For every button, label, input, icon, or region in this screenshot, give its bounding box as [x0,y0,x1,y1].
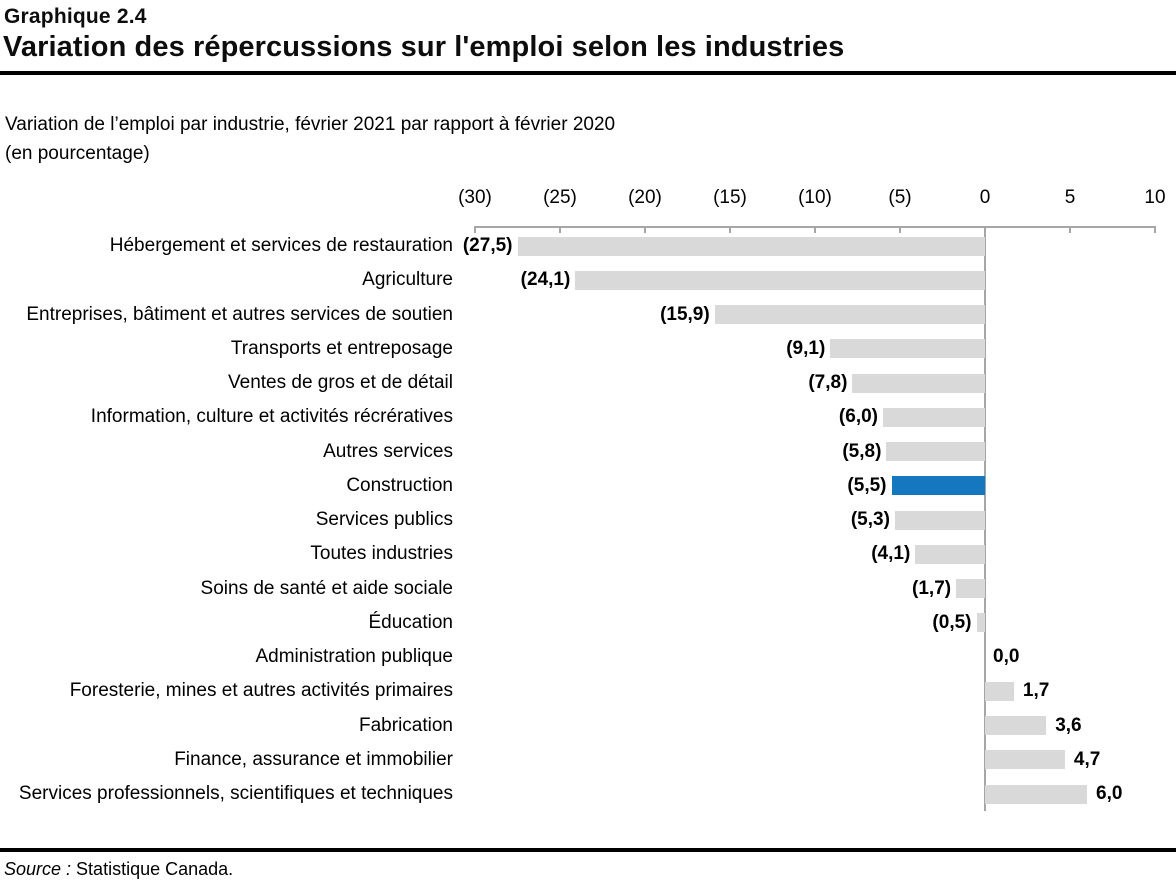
page-title: Variation des répercussions sur l'emploi… [3,31,845,63]
category-label: Hébergement et services de restauration [109,235,453,256]
x-axis-tick-label: (20) [628,187,662,208]
bar [852,373,985,393]
x-axis-tick-mark [559,226,561,233]
value-label: (9,1) [786,337,826,359]
x-axis-tick-label: (5) [888,187,912,208]
category-label: Éducation [368,611,453,633]
x-axis-tick-label: (15) [713,187,747,208]
value-label: 0,0 [993,646,1020,667]
value-label: (24,1) [520,269,571,291]
x-axis-tick-label: 10 [1144,187,1166,208]
x-axis-tick-label: (10) [798,187,832,208]
bar [956,579,985,598]
bar [985,681,1014,701]
category-label: Services publics [315,509,453,530]
category-label: Entreprises, bâtiment et autres services… [26,303,453,325]
category-label: Ventes de gros et de détail [228,372,453,393]
bar [985,750,1065,770]
category-label: Fabrication [359,714,453,736]
source-rule [0,848,1176,852]
category-label: Soins de santé et aide sociale [200,577,453,599]
bar [915,544,985,564]
category-label: Construction [346,474,453,496]
bar-highlighted [891,476,985,496]
bar [575,270,985,290]
category-label: Foresterie, mines et autres activités pr… [69,680,453,702]
bar [985,716,1047,735]
value-label: (15,9) [660,303,710,325]
chart-unit-note: (en pourcentage) [5,143,150,164]
bar [985,784,1087,804]
zero-baseline [984,226,986,811]
bar [976,613,985,633]
chart-subtitle: Variation de l’emploi par industrie, fév… [5,114,616,135]
x-axis-tick-label: (25) [543,187,577,208]
x-axis-tick-mark [899,226,901,233]
value-label: (7,8) [808,372,848,393]
category-label: Information, culture et activités récrér… [90,406,453,428]
bar [517,236,985,256]
bar [886,442,985,461]
value-label: (1,7) [912,577,952,599]
value-label: (27,5) [462,235,513,256]
value-label: (4,1) [871,543,911,565]
x-axis-tick-label: 5 [1064,187,1076,208]
source-note: Source : Statistique Canada. [4,858,233,880]
x-axis-tick-mark [814,226,816,233]
x-axis-tick-label: (30) [458,187,492,208]
source-value: Statistique Canada. [71,859,234,879]
title-rule [0,71,1176,75]
category-label: Agriculture [362,269,453,291]
x-axis-tick-mark [644,226,646,233]
value-label: (0,5) [932,611,972,633]
chart-number: Graphique 2.4 [4,5,147,28]
value-label: 4,7 [1073,748,1101,770]
x-axis-tick-label: 0 [979,187,991,208]
value-label: (5,3) [850,509,890,530]
category-label: Toutes industries [310,543,453,565]
value-label: 6,0 [1096,783,1123,804]
category-label: Autres services [323,440,453,462]
value-label: (5,5) [847,474,887,496]
value-label: 1,7 [1022,680,1050,702]
x-axis-tick-mark [1069,226,1071,233]
bar [830,339,985,359]
category-label: Services professionnels, scientifiques e… [18,783,453,804]
x-axis-tick-mark [729,226,731,233]
bar [883,407,985,427]
category-label: Administration publique [255,646,453,667]
value-label: (5,8) [842,440,882,462]
value-label: (6,0) [838,406,878,428]
bar [894,510,985,530]
bar [714,305,985,324]
category-label: Finance, assurance et immobilier [174,748,453,770]
x-axis-tick-mark [1154,226,1156,233]
x-axis-tick-mark [474,226,476,233]
source-label: Source : [4,859,72,879]
category-label: Transports et entreposage [230,337,453,359]
value-label: 3,6 [1055,714,1082,736]
